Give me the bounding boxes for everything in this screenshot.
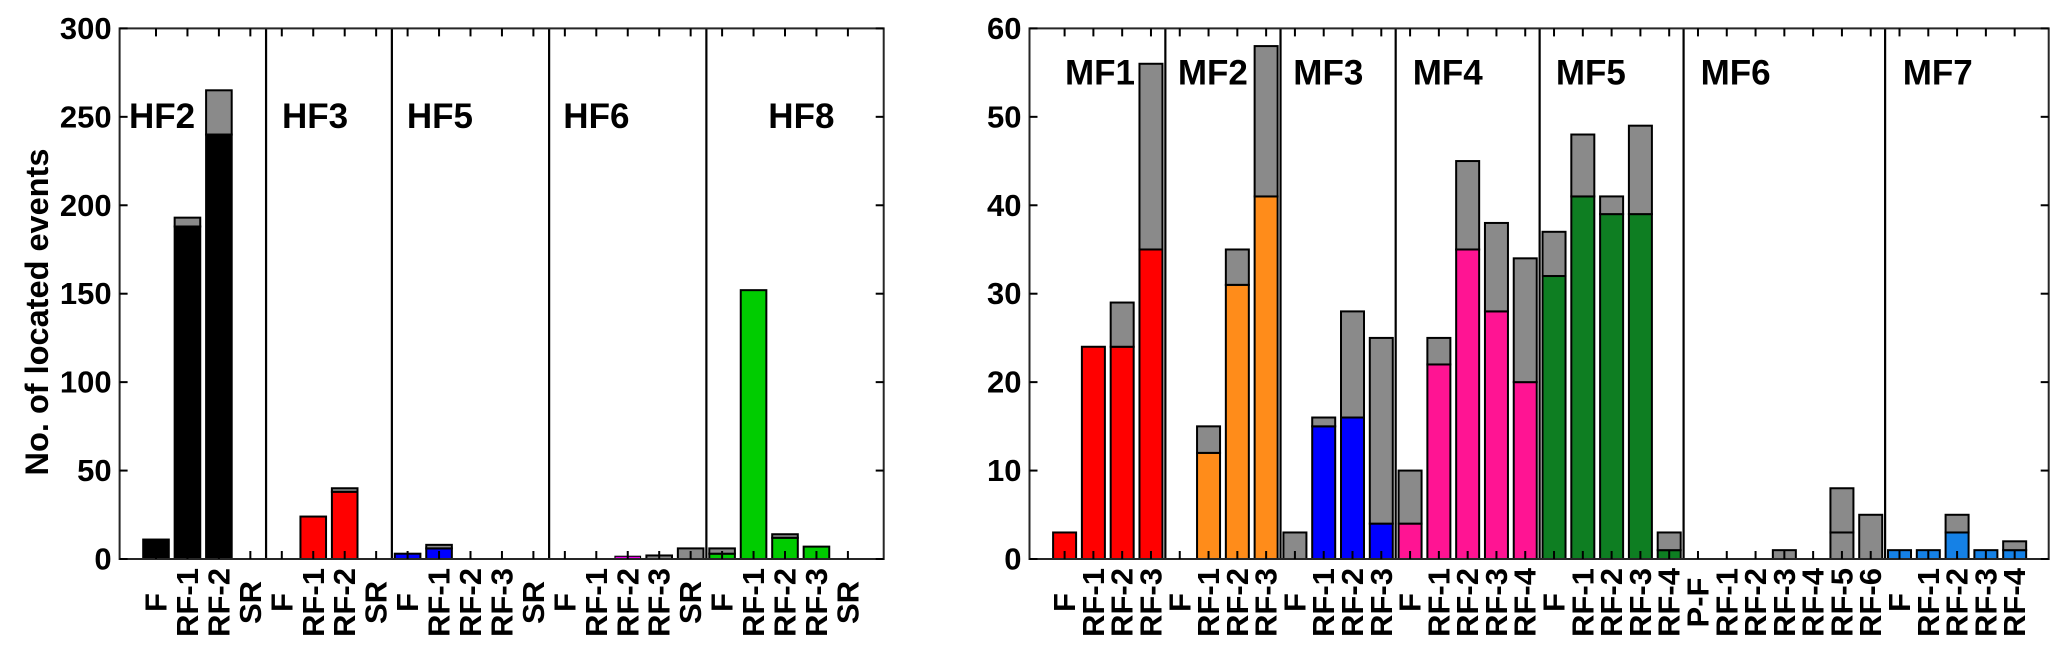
- svg-text:RF-4: RF-4: [1508, 567, 1543, 637]
- svg-text:F: F: [1047, 593, 1082, 612]
- svg-text:SR: SR: [516, 581, 551, 624]
- svg-text:RF-1: RF-1: [1306, 568, 1341, 637]
- svg-text:MF2: MF2: [1178, 54, 1248, 93]
- svg-text:RF-2: RF-2: [1738, 568, 1773, 637]
- svg-text:MF5: MF5: [1556, 54, 1626, 93]
- svg-text:F: F: [705, 593, 740, 612]
- svg-text:RF-3: RF-3: [1623, 568, 1658, 637]
- svg-text:250: 250: [60, 99, 112, 134]
- svg-text:RF-2: RF-2: [201, 568, 236, 637]
- svg-text:HF5: HF5: [407, 97, 473, 136]
- svg-text:RF-3: RF-3: [1133, 568, 1168, 637]
- svg-text:150: 150: [60, 276, 112, 311]
- svg-text:SR: SR: [673, 581, 708, 624]
- svg-text:RF-2: RF-2: [453, 568, 488, 637]
- svg-text:MF7: MF7: [1903, 54, 1973, 93]
- svg-text:60: 60: [987, 11, 1021, 46]
- svg-text:F: F: [139, 593, 174, 612]
- svg-text:30: 30: [987, 276, 1021, 311]
- svg-text:50: 50: [77, 453, 111, 488]
- svg-text:RF-1: RF-1: [1911, 568, 1946, 637]
- svg-text:No. of located events: No. of located events: [19, 149, 55, 476]
- svg-text:RF-1: RF-1: [579, 568, 614, 637]
- svg-text:RF-1: RF-1: [736, 568, 771, 637]
- svg-text:0: 0: [1004, 542, 1021, 577]
- svg-text:RF-1: RF-1: [170, 568, 205, 637]
- svg-text:RF-3: RF-3: [1249, 568, 1284, 637]
- svg-text:MF1: MF1: [1065, 54, 1135, 93]
- svg-text:RF-2: RF-2: [1594, 568, 1629, 637]
- svg-text:40: 40: [987, 188, 1021, 223]
- svg-text:20: 20: [987, 365, 1021, 400]
- svg-text:HF6: HF6: [563, 97, 629, 136]
- svg-text:RF-2: RF-2: [768, 568, 803, 637]
- svg-text:RF-3: RF-3: [1479, 568, 1514, 637]
- svg-text:RF-2: RF-2: [1220, 568, 1255, 637]
- svg-text:RF-1: RF-1: [1565, 568, 1600, 637]
- svg-text:F: F: [1393, 593, 1428, 612]
- svg-text:RF-3: RF-3: [1767, 568, 1802, 637]
- svg-text:RF-1: RF-1: [1076, 568, 1111, 637]
- svg-text:F: F: [390, 593, 425, 612]
- svg-text:10: 10: [987, 453, 1021, 488]
- svg-text:RF-3: RF-3: [1968, 568, 2003, 637]
- svg-text:RF-1: RF-1: [422, 568, 457, 637]
- svg-text:RF-5: RF-5: [1824, 568, 1859, 637]
- svg-text:RF-3: RF-3: [1364, 568, 1399, 637]
- svg-text:F: F: [547, 593, 582, 612]
- svg-text:RF-4: RF-4: [1652, 567, 1687, 637]
- svg-text:SR: SR: [233, 581, 268, 624]
- svg-text:F: F: [264, 593, 299, 612]
- svg-text:RF-4: RF-4: [1997, 567, 2032, 637]
- svg-text:MF4: MF4: [1413, 54, 1484, 93]
- svg-text:RF-1: RF-1: [296, 568, 331, 637]
- svg-text:RF-2: RF-2: [610, 568, 645, 637]
- svg-text:F: F: [1882, 593, 1917, 612]
- svg-text:SR: SR: [359, 581, 394, 624]
- svg-text:RF-4: RF-4: [1796, 567, 1831, 637]
- svg-text:50: 50: [987, 99, 1021, 134]
- svg-text:F: F: [1162, 593, 1197, 612]
- svg-text:RF-1: RF-1: [1709, 568, 1744, 637]
- svg-text:RF-2: RF-2: [1105, 568, 1140, 637]
- svg-text:P-F: P-F: [1680, 578, 1715, 628]
- svg-text:300: 300: [60, 11, 112, 46]
- svg-text:200: 200: [60, 188, 112, 223]
- svg-text:MF3: MF3: [1293, 54, 1363, 93]
- svg-text:MF6: MF6: [1701, 54, 1771, 93]
- svg-text:F: F: [1277, 593, 1312, 612]
- svg-text:HF3: HF3: [282, 97, 348, 136]
- svg-text:RF-6: RF-6: [1853, 568, 1888, 637]
- svg-text:0: 0: [94, 542, 111, 577]
- svg-text:SR: SR: [830, 581, 865, 624]
- svg-text:RF-2: RF-2: [1450, 568, 1485, 637]
- svg-text:HF8: HF8: [768, 97, 834, 136]
- svg-text:RF-3: RF-3: [799, 568, 834, 637]
- svg-text:RF-3: RF-3: [642, 568, 677, 637]
- svg-text:RF-2: RF-2: [1335, 568, 1370, 637]
- svg-text:RF-2: RF-2: [327, 568, 362, 637]
- svg-text:RF-1: RF-1: [1421, 568, 1456, 637]
- svg-text:RF-2: RF-2: [1940, 568, 1975, 637]
- svg-text:RF-1: RF-1: [1191, 568, 1226, 637]
- svg-text:RF-3: RF-3: [484, 568, 519, 637]
- svg-text:100: 100: [60, 365, 112, 400]
- svg-text:HF2: HF2: [129, 97, 195, 136]
- svg-text:F: F: [1537, 593, 1572, 612]
